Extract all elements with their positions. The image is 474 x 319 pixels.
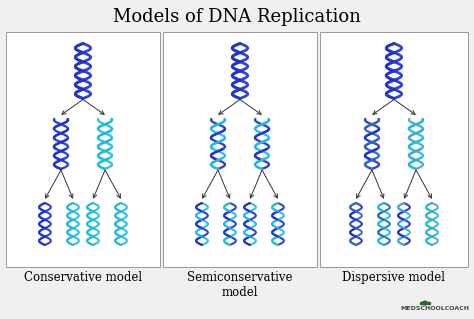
FancyBboxPatch shape [6,32,160,267]
Polygon shape [421,301,429,305]
Text: Dispersive model: Dispersive model [343,271,446,284]
FancyBboxPatch shape [320,32,468,267]
Text: Models of DNA Replication: Models of DNA Replication [113,8,361,26]
Polygon shape [420,302,430,304]
FancyBboxPatch shape [163,32,317,267]
Text: Semiconservative
model: Semiconservative model [187,271,293,299]
Text: MEDSCHOOLCOACH: MEDSCHOOLCOACH [400,306,469,311]
Text: Conservative model: Conservative model [24,271,142,284]
